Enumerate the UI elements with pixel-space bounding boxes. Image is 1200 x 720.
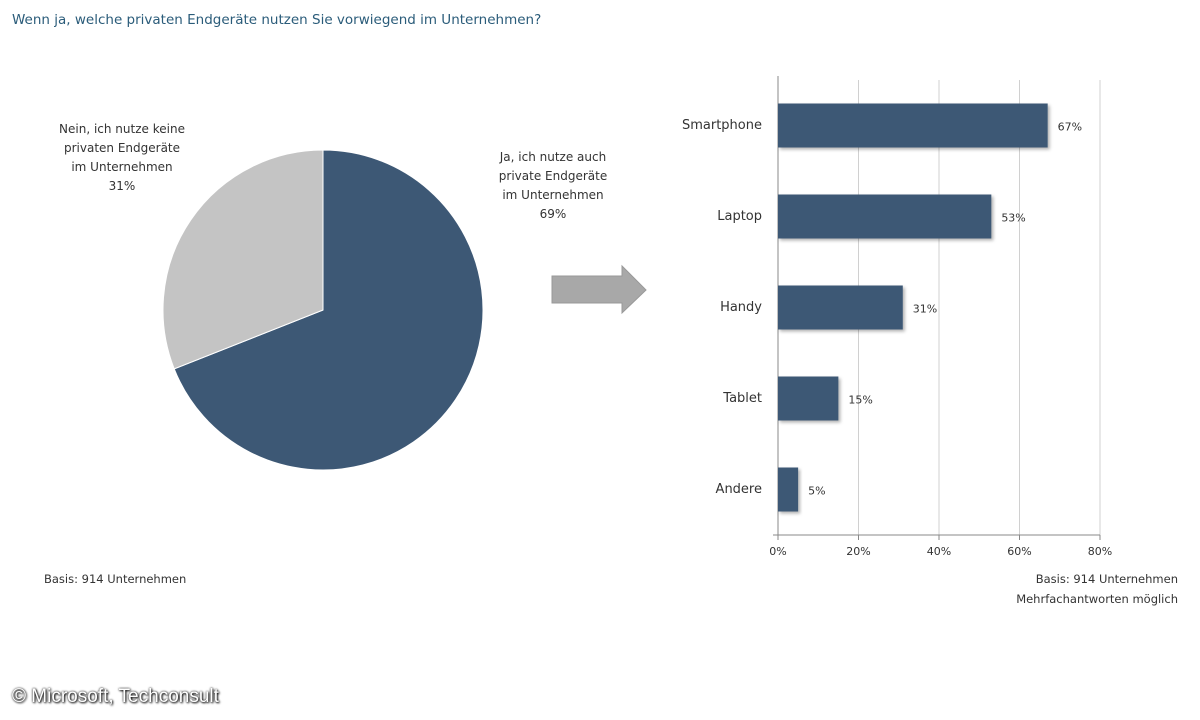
- x-tick-label: 0%: [769, 545, 786, 558]
- pie-slice: [162, 149, 324, 370]
- bar: [778, 467, 799, 512]
- value-label: 15%: [848, 394, 872, 407]
- slice-label: Nein, ich nutze keine privaten Endgeräte…: [58, 120, 186, 196]
- pie-slice: [173, 149, 484, 471]
- y-tick-label: Smartphone: [682, 118, 762, 133]
- question: Wenn ja, welche privaten Endgeräte nutze…: [12, 12, 542, 28]
- slice-value-label: 69%: [539, 207, 567, 221]
- slice-category: Ja, ich nutze auch private Endgeräte im …: [498, 150, 608, 202]
- y-tick-label: Tablet: [722, 391, 762, 406]
- credit: © Microsoft, Techconsult: [12, 686, 219, 707]
- note: Basis: 914 Unternehmen: [44, 572, 187, 586]
- y-tick-label: Andere: [716, 482, 762, 497]
- value-label: 53%: [1001, 212, 1025, 225]
- note: Mehrfachantworten möglich: [1016, 592, 1178, 606]
- slice-value-label: 31%: [108, 179, 136, 193]
- y-tick-label: Handy: [720, 300, 762, 315]
- bar: [778, 103, 1048, 148]
- bar: [778, 376, 839, 421]
- bar: [778, 285, 903, 330]
- slice-category: Nein, ich nutze keine privaten Endgeräte…: [59, 122, 185, 174]
- value-label: 67%: [1058, 121, 1082, 134]
- note: Basis: 914 Unternehmen: [1035, 572, 1178, 586]
- x-tick-label: 20%: [846, 545, 870, 558]
- x-tick-label: 60%: [1007, 545, 1031, 558]
- x-tick-label: 40%: [927, 545, 951, 558]
- slice-label: Ja, ich nutze auch private Endgeräte im …: [493, 148, 613, 224]
- value-label: 5%: [808, 485, 825, 498]
- bar: [778, 194, 992, 239]
- x-tick-label: 80%: [1088, 545, 1112, 558]
- value-label: 31%: [913, 303, 937, 316]
- arrow: [551, 264, 647, 315]
- y-tick-label: Laptop: [717, 209, 762, 224]
